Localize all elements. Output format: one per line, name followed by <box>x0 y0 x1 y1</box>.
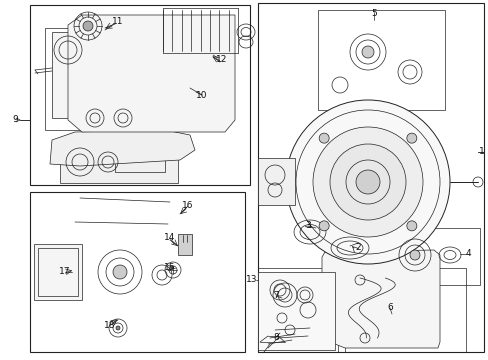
Text: 9: 9 <box>12 116 18 125</box>
Text: 6: 6 <box>386 303 392 312</box>
Bar <box>345 268 465 352</box>
Circle shape <box>329 144 405 220</box>
Text: 17: 17 <box>59 267 71 276</box>
Circle shape <box>319 221 328 231</box>
Polygon shape <box>321 250 439 348</box>
Circle shape <box>406 133 416 143</box>
Text: 4: 4 <box>464 249 470 258</box>
Text: 18: 18 <box>104 320 116 329</box>
Text: 13: 13 <box>246 275 257 284</box>
Text: 16: 16 <box>182 202 193 211</box>
Bar <box>30 192 244 352</box>
Text: 14: 14 <box>164 234 175 243</box>
Circle shape <box>355 170 379 194</box>
Text: 10: 10 <box>196 90 207 99</box>
Circle shape <box>113 265 127 279</box>
Bar <box>115 148 164 172</box>
Bar <box>178 234 192 255</box>
Polygon shape <box>68 15 235 132</box>
Text: 2: 2 <box>354 243 360 252</box>
Circle shape <box>312 127 422 237</box>
Text: 15: 15 <box>164 264 175 273</box>
Bar <box>34 244 82 300</box>
Text: 7: 7 <box>273 292 278 301</box>
Bar <box>52 32 184 118</box>
Bar <box>258 268 337 352</box>
Text: 11: 11 <box>112 18 123 27</box>
Circle shape <box>285 100 449 264</box>
Bar <box>389 228 479 285</box>
Circle shape <box>83 21 93 31</box>
Text: 12: 12 <box>216 55 227 64</box>
Bar <box>258 158 294 205</box>
Bar <box>30 5 249 185</box>
Circle shape <box>406 221 416 231</box>
Bar <box>80 35 168 95</box>
Circle shape <box>361 46 373 58</box>
Circle shape <box>409 250 419 260</box>
Polygon shape <box>50 130 195 166</box>
Text: 3: 3 <box>305 221 310 230</box>
Text: 8: 8 <box>273 333 278 342</box>
Bar <box>258 3 483 352</box>
Bar <box>258 272 334 350</box>
Text: 5: 5 <box>370 9 376 18</box>
Bar <box>38 248 78 296</box>
Bar <box>317 10 444 110</box>
Circle shape <box>116 326 120 330</box>
Bar <box>60 142 178 183</box>
Text: 1: 1 <box>478 148 484 157</box>
Circle shape <box>319 133 328 143</box>
Bar <box>45 28 195 130</box>
